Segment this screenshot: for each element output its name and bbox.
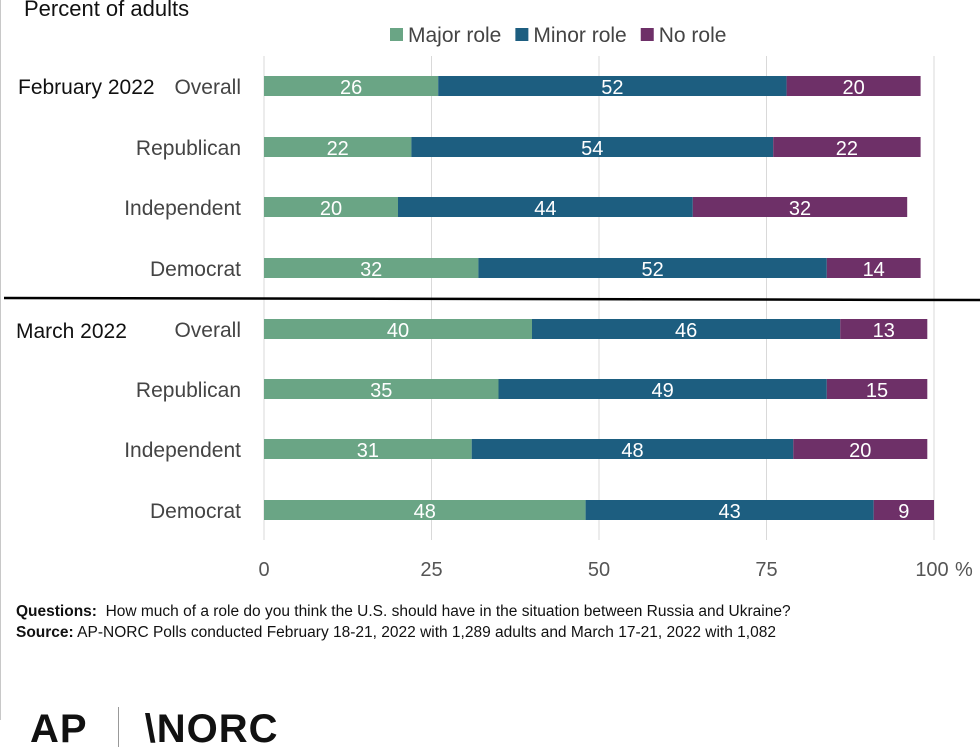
legend-label: Major role [408, 24, 501, 47]
bar-segment [264, 76, 439, 96]
data-label: 46 [675, 320, 697, 342]
category-label: Overall [174, 319, 241, 342]
data-label: 54 [581, 138, 603, 160]
data-label: 14 [863, 259, 885, 281]
legend-label: Minor role [533, 24, 626, 47]
data-label: 31 [357, 440, 379, 462]
questions-label: Questions: [16, 603, 97, 620]
legend-swatch [515, 28, 529, 41]
category-label: Democrat [150, 258, 241, 281]
ap-norc-logo: AP \NORC [30, 707, 278, 752]
logo-norc: \NORC [144, 707, 279, 751]
data-label: 22 [327, 138, 349, 160]
logo-ap: AP [30, 707, 88, 751]
legend-label: No role [659, 24, 727, 47]
x-tick-label: 0 [258, 559, 269, 581]
category-label: Republican [136, 137, 241, 160]
group-label: March 2022 [16, 320, 127, 343]
source-note: Source: AP-NORC Polls conducted February… [16, 622, 791, 643]
x-tick-label: 75 [755, 559, 777, 581]
x-tick-label: 100 [915, 559, 948, 581]
footnotes: Questions: How much of a role do you thi… [16, 601, 791, 643]
bar-segment [411, 137, 774, 157]
data-label: 9 [898, 501, 909, 523]
bar-segment [585, 500, 874, 520]
data-label: 32 [360, 259, 382, 281]
data-label: 40 [387, 320, 409, 342]
data-label: 32 [789, 198, 811, 220]
bar-segment [532, 319, 841, 339]
data-label: 48 [414, 501, 436, 523]
bar-segment [692, 197, 908, 217]
data-label: 35 [370, 380, 392, 402]
group-label: February 2022 [18, 76, 155, 99]
data-label: 26 [340, 77, 362, 99]
bar-segment [478, 258, 827, 278]
category-label: Independent [124, 439, 241, 462]
bar-segment [264, 500, 586, 520]
data-label: 15 [866, 380, 888, 402]
bar-segment [873, 500, 934, 520]
questions-text: How much of a role do you think the U.S.… [105, 603, 791, 620]
source-label: Source: [16, 624, 74, 641]
chart-subtitle: Percent of adults [24, 0, 190, 21]
bar-segment [438, 76, 787, 96]
data-label: 20 [842, 77, 864, 99]
category-label: Overall [174, 76, 241, 99]
frame-border [0, 0, 1, 720]
bar-segment [840, 319, 928, 339]
category-label: Independent [124, 197, 241, 220]
questions-note: Questions: How much of a role do you thi… [16, 601, 791, 622]
data-label: 49 [652, 380, 674, 402]
bar-segment [264, 258, 479, 278]
x-axis-unit: % [955, 559, 973, 581]
data-label: 22 [836, 138, 858, 160]
source-text: AP-NORC Polls conducted February 18-21, … [77, 624, 776, 641]
bar-segment [826, 379, 928, 399]
bar-segment [264, 137, 412, 157]
data-label: 20 [849, 440, 871, 462]
data-label: 52 [601, 77, 623, 99]
bar-segment [498, 379, 827, 399]
bar-segment [786, 76, 921, 96]
bar-segment [264, 197, 398, 217]
bar-segment [793, 439, 928, 459]
data-label: 52 [641, 259, 663, 281]
legend-swatch [640, 28, 654, 41]
bar-segment [264, 379, 499, 399]
logo-separator [117, 707, 119, 747]
data-label: 20 [320, 198, 342, 220]
category-label: Republican [136, 379, 241, 402]
bar-segment [773, 137, 921, 157]
x-tick-label: 25 [420, 559, 442, 581]
data-label: 13 [873, 320, 895, 342]
bar-segment [264, 439, 472, 459]
bar-segment [398, 197, 693, 217]
wave-divider [3, 296, 980, 302]
bar-segment [264, 319, 532, 339]
data-label: 44 [534, 198, 556, 220]
x-tick-label: 50 [588, 559, 610, 581]
stacked-bar-chart: Major role Minor role No role February 2022… [3, 24, 980, 581]
bar-segment [826, 258, 921, 278]
data-label: 43 [719, 501, 741, 523]
bar-segment [471, 439, 794, 459]
category-label: Democrat [150, 500, 241, 523]
data-label: 48 [621, 440, 643, 462]
legend-swatch [390, 28, 403, 41]
